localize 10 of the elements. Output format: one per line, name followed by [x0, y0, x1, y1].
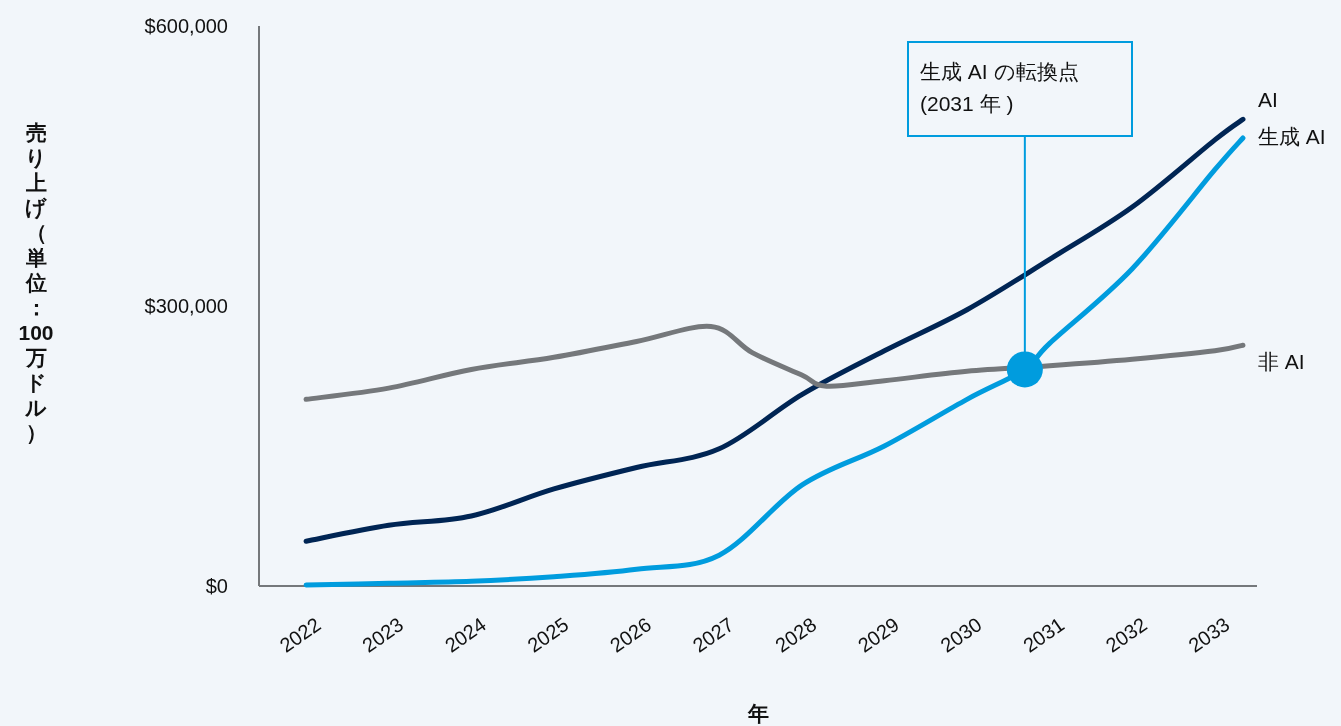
- y-tick-label: $600,000: [144, 15, 228, 37]
- annotation: 生成 AI の転換点 (2031 年 ): [920, 59, 1080, 117]
- series-label: 生成 AI: [1258, 124, 1326, 148]
- series-label: 非 AI: [1258, 349, 1305, 373]
- y-tick-label: $0: [205, 575, 228, 597]
- text: 売り上げ（単位：100万ドル）: [18, 121, 54, 444]
- x-tick-label: 2031: [1019, 613, 1069, 657]
- y-tick-label: $300,000: [144, 295, 228, 317]
- x-axis-title: 年: [746, 701, 769, 725]
- series-label: AI: [1258, 87, 1278, 111]
